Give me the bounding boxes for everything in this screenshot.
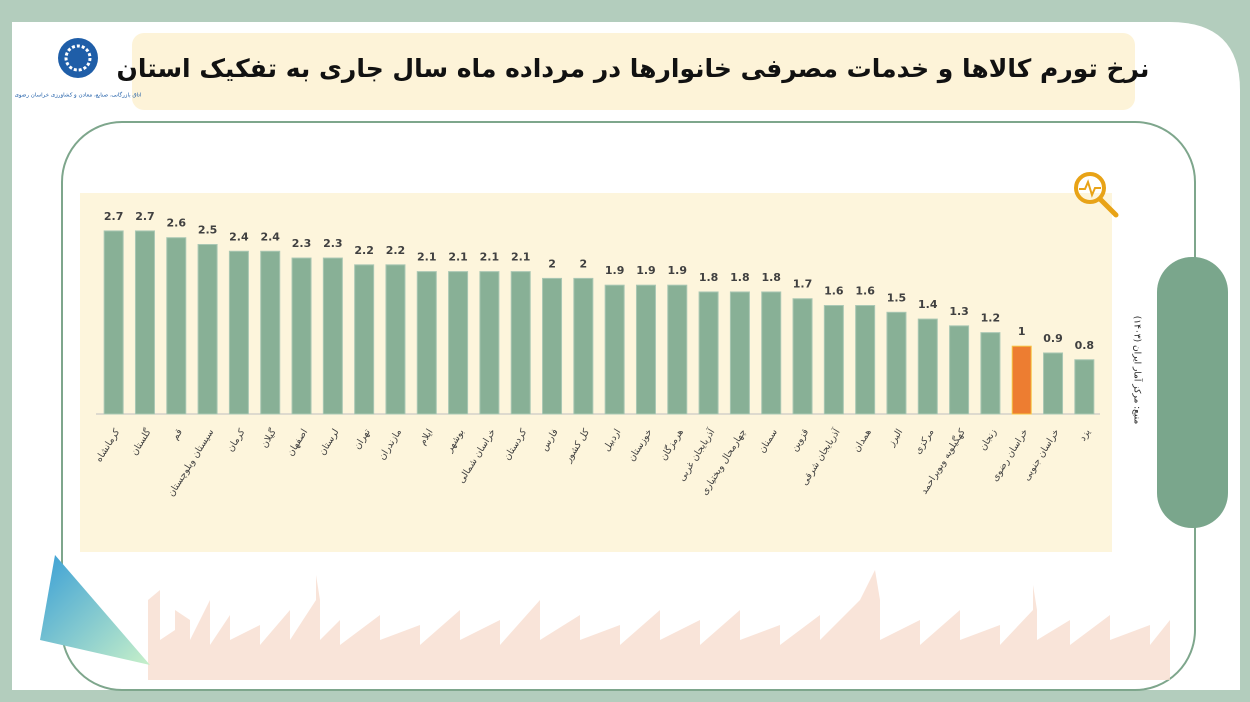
value-label: 1.8 — [761, 271, 781, 284]
value-label: 2.7 — [104, 210, 124, 223]
logo-text: اتاق بازرگانی، صنایع، معادن و کشاورزی خر… — [15, 92, 142, 99]
value-label: 1.7 — [793, 278, 813, 291]
value-label: 0.8 — [1075, 339, 1095, 352]
bar — [104, 231, 123, 414]
side-pill — [1157, 257, 1228, 528]
page: {"logo_text": "اتاق بازرگانی، صنایع، معا… — [0, 0, 1250, 702]
bar — [417, 272, 436, 414]
bar — [167, 238, 186, 414]
value-label: 2.4 — [229, 230, 249, 243]
bar — [229, 251, 248, 414]
value-label: 1.6 — [855, 285, 875, 298]
bar — [856, 306, 875, 414]
value-label: 1.9 — [605, 264, 625, 277]
bar — [511, 272, 530, 414]
bar — [981, 333, 1000, 414]
bar — [699, 292, 718, 414]
value-label: 2.1 — [511, 251, 531, 264]
chart-title: نرخ تورم کالاها و خدمات مصرفی خانوارها د… — [117, 54, 1150, 84]
bar — [480, 272, 499, 414]
value-label: 2.2 — [354, 244, 374, 257]
bar — [668, 285, 687, 414]
bar — [574, 278, 593, 414]
value-label: 1.8 — [730, 271, 750, 284]
value-label: 1.3 — [949, 305, 969, 318]
bar — [135, 231, 154, 414]
bar — [198, 245, 217, 415]
value-label: 2.3 — [323, 237, 343, 250]
bar — [449, 272, 468, 414]
value-label: 2.1 — [417, 251, 437, 264]
bar — [887, 312, 906, 414]
bar — [386, 265, 405, 414]
value-label: 2 — [580, 257, 588, 270]
bar — [793, 299, 812, 414]
value-label: 2.1 — [448, 251, 468, 264]
bar — [261, 251, 280, 414]
bar — [824, 306, 843, 414]
value-label: 2.2 — [386, 244, 406, 257]
bar — [355, 265, 374, 414]
bar — [543, 278, 562, 414]
value-label: 2.7 — [135, 210, 155, 223]
bar — [762, 292, 781, 414]
value-label: 1.8 — [699, 271, 719, 284]
bar — [1075, 360, 1094, 414]
value-label: 1.9 — [636, 264, 656, 277]
bar — [730, 292, 749, 414]
bar — [1012, 346, 1031, 414]
value-label: 1.2 — [981, 312, 1001, 325]
source-note: منبع: مرکز آمار ایران (۱۴۰۳) — [1132, 316, 1144, 425]
bar — [1044, 353, 1063, 414]
value-label: 2.5 — [198, 224, 218, 237]
value-label: 1.9 — [668, 264, 688, 277]
slide: نرخ تورم کالاها و خدمات مصرفی خانوارها د… — [0, 0, 1250, 702]
bar — [323, 258, 342, 414]
bar — [950, 326, 969, 414]
value-label: 2 — [548, 257, 556, 270]
bar — [605, 285, 624, 414]
value-label: 0.9 — [1043, 332, 1063, 345]
bar — [918, 319, 937, 414]
value-label: 1 — [1018, 325, 1026, 338]
value-label: 2.6 — [167, 217, 187, 230]
value-label: 2.1 — [480, 251, 500, 264]
logo — [58, 38, 98, 78]
value-label: 1.6 — [824, 285, 844, 298]
value-label: 2.4 — [260, 230, 280, 243]
value-label: 1.4 — [918, 298, 938, 311]
value-label: 1.5 — [887, 291, 907, 304]
bar — [636, 285, 655, 414]
value-label: 2.3 — [292, 237, 312, 250]
bar — [292, 258, 311, 414]
